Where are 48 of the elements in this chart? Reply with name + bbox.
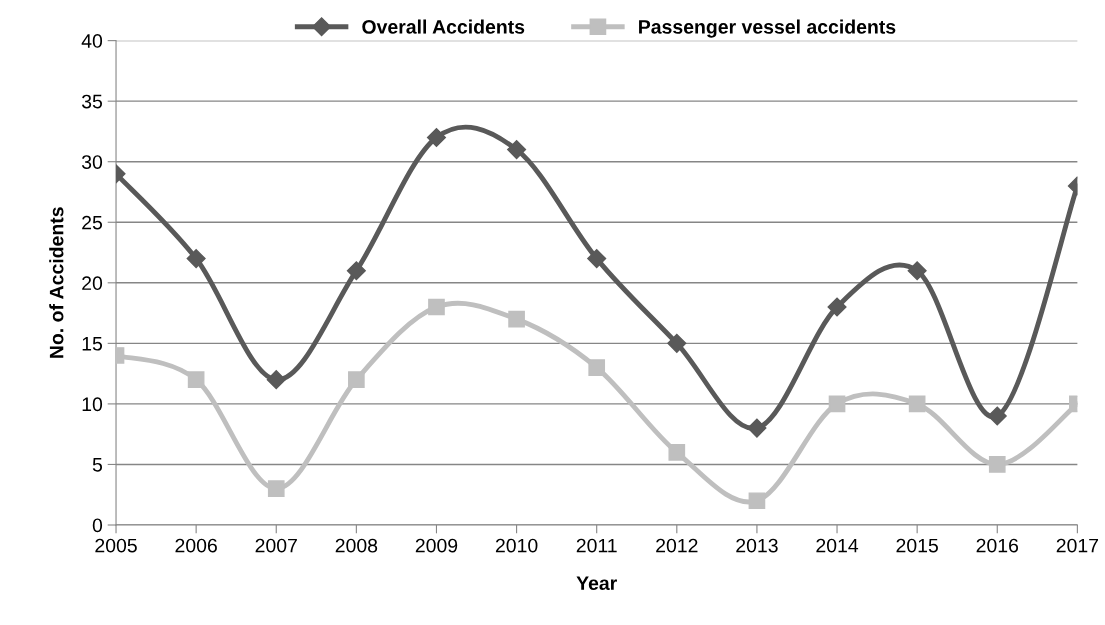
point [668, 444, 686, 461]
point [186, 249, 206, 269]
point [747, 418, 767, 438]
point [908, 395, 926, 413]
y-tick-label: 30 [81, 155, 103, 169]
legend-label: Passenger vessel accidents [639, 19, 896, 38]
y-tick-label: 35 [81, 94, 103, 109]
legend-label: Overall Accidents [362, 19, 525, 34]
point [426, 127, 447, 148]
x-axis-title: Year [576, 576, 617, 591]
point [187, 371, 205, 389]
y-tick-label: 5 [92, 458, 103, 472]
point [348, 371, 365, 389]
x-tick-label: 2009 [415, 538, 458, 553]
point [428, 298, 445, 316]
y-tick-label: 10 [82, 397, 103, 412]
x-tick-label: 2010 [495, 538, 538, 553]
x-tick-label: 2016 [976, 538, 1019, 553]
point [587, 249, 607, 269]
point [588, 359, 606, 376]
x-tick-label: 2007 [255, 538, 297, 553]
x-tick-label: 2005 [95, 538, 137, 553]
point [988, 456, 1006, 473]
y-axis-title: No. of Accidents [49, 207, 64, 358]
point [346, 261, 366, 281]
x-tick-label: 2017 [1056, 538, 1099, 553]
x-tick-label: 2008 [335, 538, 378, 553]
y-tick-label: 0 [92, 518, 103, 533]
x-tick-label: 2006 [175, 538, 217, 553]
y-tick-label: 40 [81, 34, 103, 48]
point [507, 140, 527, 160]
point [907, 261, 927, 281]
x-tick-label: 2013 [736, 538, 778, 553]
y-tick-label: 25 [82, 215, 103, 230]
y-tick-label: 15 [82, 337, 103, 351]
point [748, 492, 766, 510]
point [267, 480, 285, 498]
point [827, 297, 847, 317]
x-tick-label: 2012 [656, 538, 698, 553]
y-tick-label: 20 [82, 276, 103, 291]
point [266, 370, 286, 390]
point [828, 395, 846, 413]
point [987, 406, 1007, 426]
x-tick-label: 2015 [896, 538, 938, 553]
x-tick-label: 2011 [576, 538, 617, 553]
point [667, 333, 687, 353]
x-tick-label: 2014 [816, 538, 859, 553]
point [508, 310, 525, 328]
